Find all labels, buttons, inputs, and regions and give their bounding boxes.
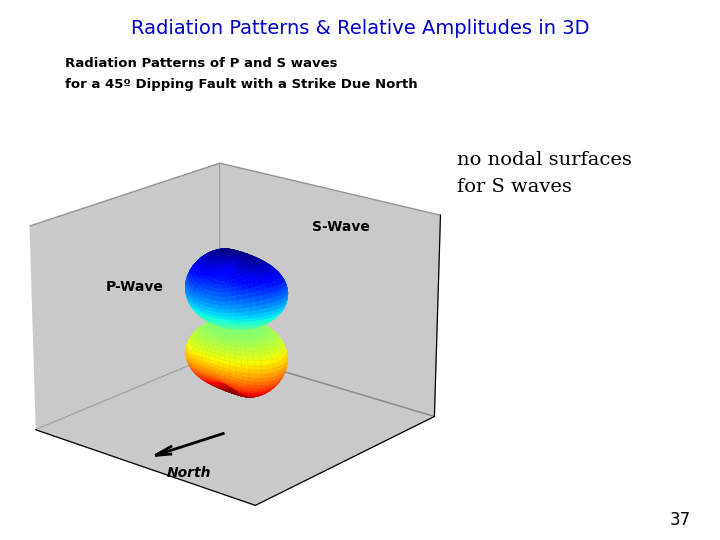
Text: 37: 37 [670,511,691,529]
Text: Radiation Patterns of P and S waves: Radiation Patterns of P and S waves [65,57,337,70]
Text: for a 45º Dipping Fault with a Strike Due North: for a 45º Dipping Fault with a Strike Du… [65,78,418,91]
Text: Radiation Patterns & Relative Amplitudes in 3D: Radiation Patterns & Relative Amplitudes… [131,19,589,38]
Text: no nodal surfaces
for S waves: no nodal surfaces for S waves [457,151,632,195]
